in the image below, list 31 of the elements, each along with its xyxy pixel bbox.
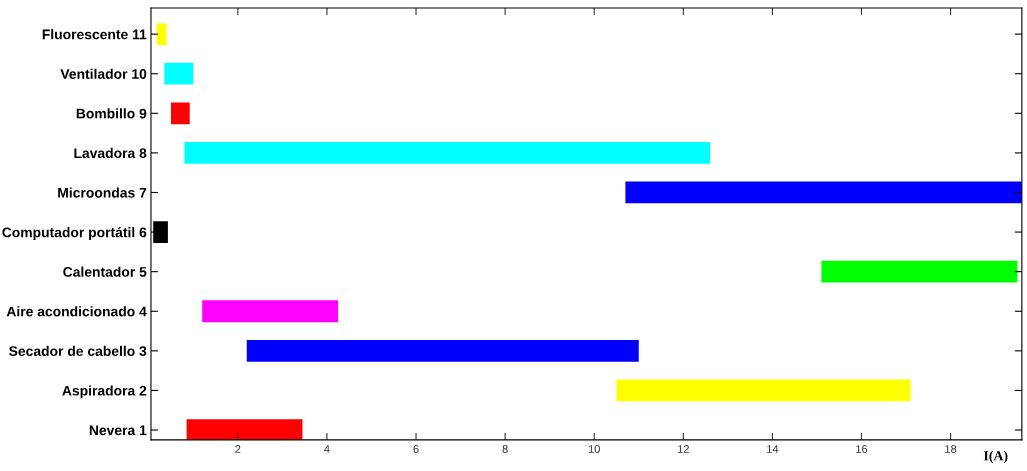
bar <box>202 300 339 323</box>
x-tick-label: 2 <box>235 445 241 453</box>
x-axis-title: I(A) <box>983 450 1008 464</box>
y-tick-label: Microondas 7 <box>58 187 147 198</box>
y-tick-label: Bombillo 9 <box>76 108 147 119</box>
bar <box>164 62 194 85</box>
x-tick-label: 18 <box>945 445 957 453</box>
x-tick-label: 8 <box>502 445 508 453</box>
y-tick-label: Lavadora 8 <box>74 147 147 159</box>
y-tick-label: Calentador 5 <box>63 266 147 277</box>
x-tick-label: 10 <box>588 445 600 453</box>
y-tick-label: Secador de cabello 3 <box>9 345 147 357</box>
bar <box>186 419 303 440</box>
bar <box>616 379 911 402</box>
bar <box>246 339 639 362</box>
x-tick-label: 4 <box>324 445 330 453</box>
x-tick-label: 16 <box>856 445 868 453</box>
x-tick-label: 14 <box>767 445 779 453</box>
y-tick-label: Aspiradora 2 <box>62 385 147 399</box>
y-tick-label: Ventilador 10 <box>60 68 147 79</box>
y-tick-label: Fluorescente 11 <box>42 29 147 40</box>
bar <box>821 260 1018 283</box>
x-tick-label: 6 <box>413 445 419 453</box>
x-tick-label: 12 <box>677 445 689 453</box>
y-tick-label: Nevera 1 <box>89 425 147 436</box>
bar <box>156 23 167 46</box>
y-tick-label: Aire acondicionado 4 <box>6 306 147 317</box>
bar <box>171 102 190 125</box>
y-tick-label: Computador portátil 6 <box>2 226 147 241</box>
bar <box>184 142 711 164</box>
bar <box>625 181 1022 204</box>
